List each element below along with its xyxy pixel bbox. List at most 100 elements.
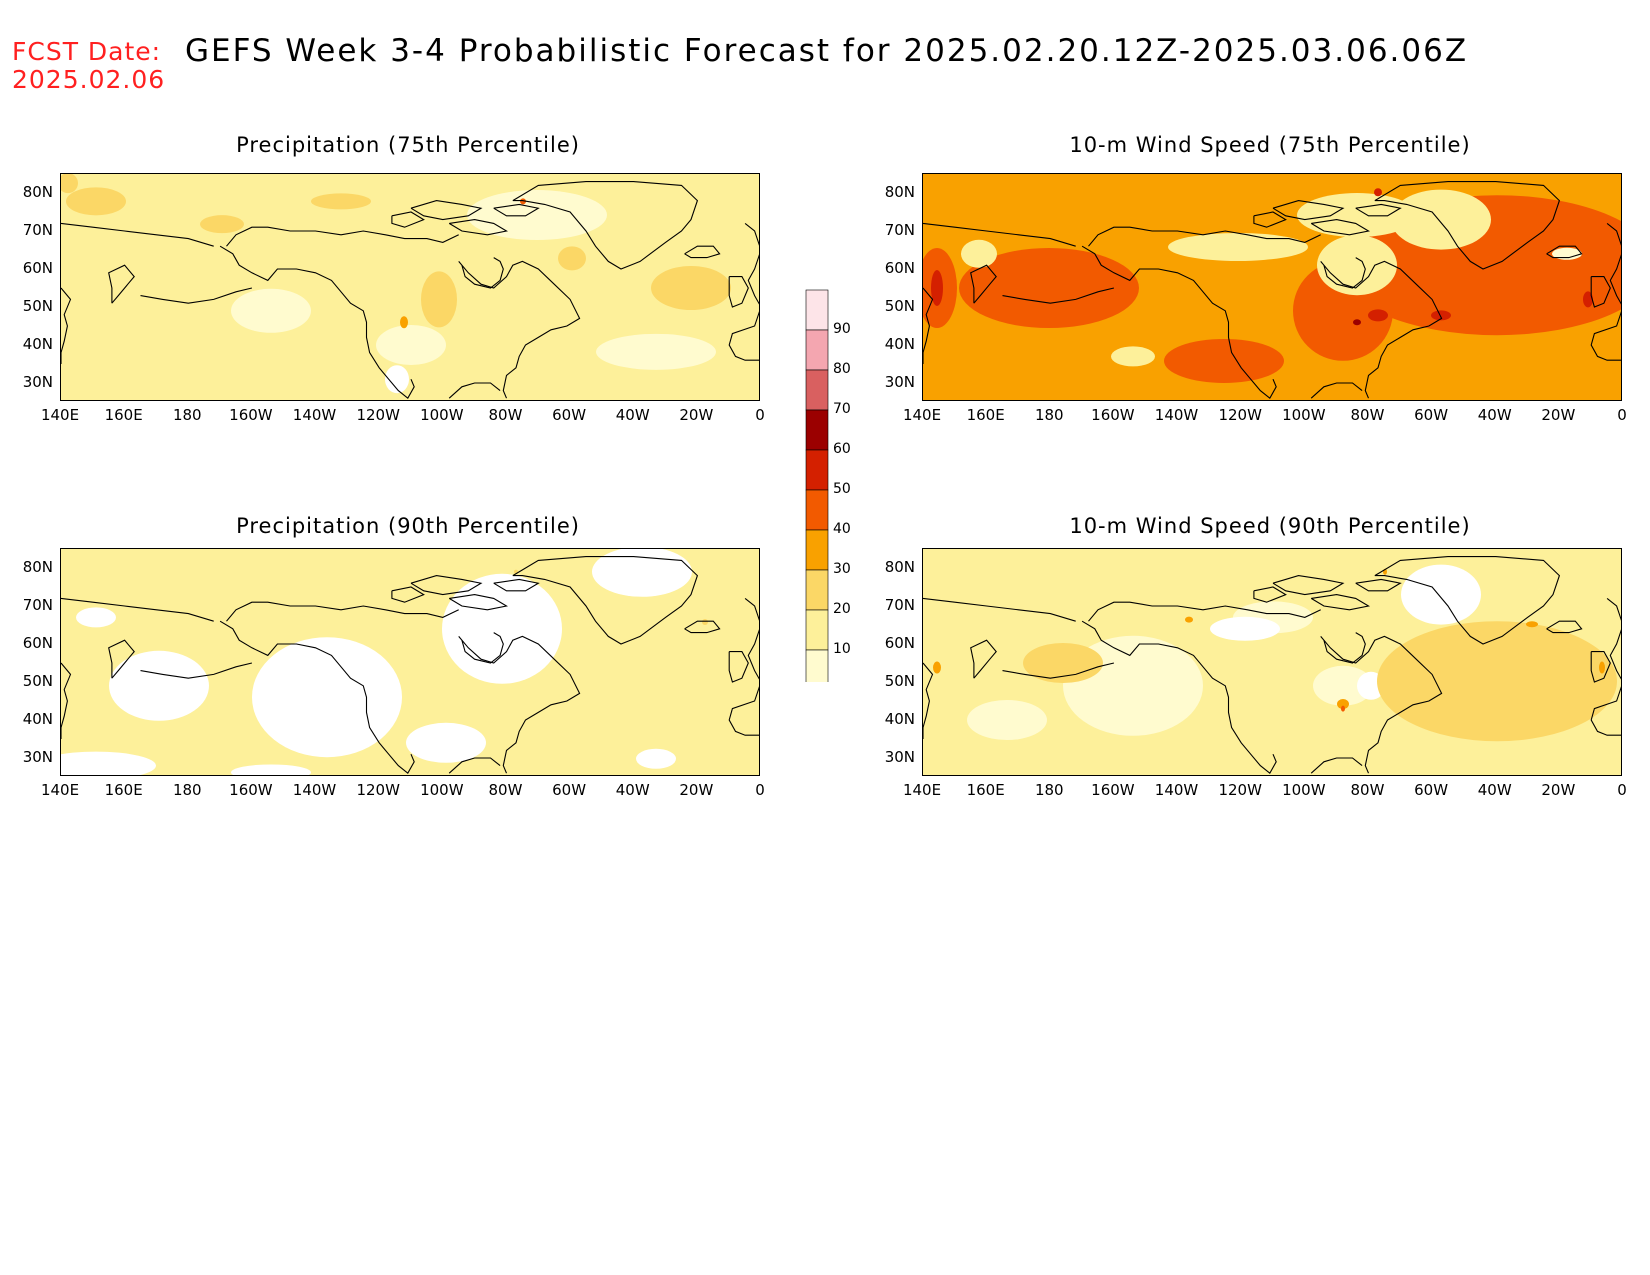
- colorbar-swatch: [805, 489, 829, 531]
- lat-tick-label: 70N: [884, 596, 915, 614]
- map-wind-75-plot: [923, 174, 1621, 400]
- lon-tick-label: 0: [1617, 406, 1627, 424]
- colorbar-level-label: 80: [833, 361, 851, 377]
- lon-tick-label: 140E: [902, 781, 942, 799]
- lat-tick-label: 50N: [884, 297, 915, 315]
- lon-tick-label: 80W: [1350, 781, 1385, 799]
- lon-tick-label: 40W: [1477, 781, 1512, 799]
- map-wind-90-plot: [923, 549, 1621, 775]
- lon-tick-label: 20W: [679, 781, 714, 799]
- lat-tick-label: 80N: [22, 183, 53, 201]
- lon-tick-label: 100W: [1282, 781, 1326, 799]
- lat-tick-label: 50N: [884, 672, 915, 690]
- lat-tick-label: 50N: [22, 297, 53, 315]
- map-precip-90: [60, 548, 760, 776]
- fcst-date-block: FCST Date: 2025.02.06: [12, 38, 165, 94]
- lat-tick-label: 30N: [22, 373, 53, 391]
- colorbar-level-label: 50: [833, 481, 851, 497]
- lon-tick-label: 0: [755, 406, 765, 424]
- lat-tick-label: 80N: [22, 558, 53, 576]
- lon-tick-label: 20W: [1541, 406, 1576, 424]
- colorbar-swatch: [805, 369, 829, 411]
- colorbar-swatch: [805, 409, 829, 451]
- map-precip-75: [60, 173, 760, 401]
- lon-tick-label: 0: [1617, 781, 1627, 799]
- colorbar-swatch: [805, 289, 829, 331]
- lat-tick-label: 30N: [22, 748, 53, 766]
- panel-title-wind-90: 10-m Wind Speed (90th Percentile): [1069, 514, 1471, 538]
- lon-tick-label: 40W: [615, 781, 650, 799]
- lon-tick-label: 160E: [966, 781, 1005, 799]
- lon-tick-label: 180: [1034, 406, 1064, 424]
- lat-tick-label: 60N: [22, 634, 53, 652]
- lat-tick-label: 80N: [884, 183, 915, 201]
- lon-tick-label: 160E: [966, 406, 1005, 424]
- fcst-date-label: FCST Date:: [12, 37, 162, 66]
- lat-tick-label: 70N: [884, 221, 915, 239]
- colorbar-level-label: 70: [833, 401, 851, 417]
- fcst-date-value: 2025.02.06: [12, 65, 166, 94]
- lat-tick-label: 40N: [22, 710, 53, 728]
- panel-title-wind-75: 10-m Wind Speed (75th Percentile): [1069, 133, 1471, 157]
- colorbar-swatch: [805, 569, 829, 611]
- panel-title-precip-90: Precipitation (90th Percentile): [236, 514, 580, 538]
- colorbar-level-label: 40: [833, 521, 851, 537]
- colorbar-level-label: 30: [833, 561, 851, 577]
- lon-tick-label: 100W: [420, 406, 464, 424]
- lat-tick-label: 30N: [884, 748, 915, 766]
- lon-tick-label: 80W: [488, 781, 523, 799]
- lon-tick-label: 100W: [1282, 406, 1326, 424]
- lon-tick-label: 160W: [229, 781, 273, 799]
- lon-tick-label: 180: [172, 406, 202, 424]
- lat-tick-label: 30N: [884, 373, 915, 391]
- lon-tick-label: 180: [172, 781, 202, 799]
- colorbar-swatch: [805, 329, 829, 371]
- colorbar-level-label: 90: [833, 321, 851, 337]
- lon-tick-label: 0: [755, 781, 765, 799]
- lat-tick-label: 70N: [22, 596, 53, 614]
- lon-tick-label: 140W: [1154, 781, 1199, 799]
- colorbar: [805, 289, 829, 682]
- lon-tick-label: 120W: [1218, 781, 1262, 799]
- colorbar-level-label: 10: [833, 641, 851, 657]
- lon-tick-label: 60W: [1414, 781, 1449, 799]
- lon-tick-label: 140E: [902, 406, 942, 424]
- colorbar-swatch: [805, 449, 829, 491]
- lon-tick-label: 60W: [552, 781, 587, 799]
- lon-tick-label: 100W: [420, 781, 464, 799]
- map-wind-75: [922, 173, 1622, 401]
- lon-tick-label: 120W: [1218, 406, 1262, 424]
- lon-tick-label: 80W: [488, 406, 523, 424]
- map-precip-75-plot: [61, 174, 759, 400]
- lon-tick-label: 140W: [292, 406, 337, 424]
- lon-tick-label: 40W: [1477, 406, 1512, 424]
- lon-tick-label: 160W: [1091, 781, 1135, 799]
- lon-tick-label: 120W: [356, 406, 400, 424]
- lon-tick-label: 140E: [40, 781, 80, 799]
- lon-tick-label: 180: [1034, 781, 1064, 799]
- lon-tick-label: 60W: [552, 406, 587, 424]
- lat-tick-label: 60N: [884, 259, 915, 277]
- lat-tick-label: 50N: [22, 672, 53, 690]
- colorbar-swatch: [805, 529, 829, 571]
- lon-tick-label: 80W: [1350, 406, 1385, 424]
- lat-tick-label: 40N: [22, 335, 53, 353]
- lon-tick-label: 160W: [1091, 406, 1135, 424]
- lon-tick-label: 160E: [104, 781, 143, 799]
- map-precip-90-plot: [61, 549, 759, 775]
- colorbar-swatch: [805, 649, 829, 682]
- lon-tick-label: 60W: [1414, 406, 1449, 424]
- colorbar-swatch: [805, 609, 829, 651]
- lat-tick-label: 70N: [22, 221, 53, 239]
- lon-tick-label: 20W: [679, 406, 714, 424]
- map-wind-90: [922, 548, 1622, 776]
- lat-tick-label: 60N: [884, 634, 915, 652]
- lon-tick-label: 160E: [104, 406, 143, 424]
- lon-tick-label: 20W: [1541, 781, 1576, 799]
- lon-tick-label: 140W: [1154, 406, 1199, 424]
- lon-tick-label: 140E: [40, 406, 80, 424]
- lon-tick-label: 40W: [615, 406, 650, 424]
- lat-tick-label: 40N: [884, 335, 915, 353]
- lon-tick-label: 160W: [229, 406, 273, 424]
- panel-title-precip-75: Precipitation (75th Percentile): [236, 133, 580, 157]
